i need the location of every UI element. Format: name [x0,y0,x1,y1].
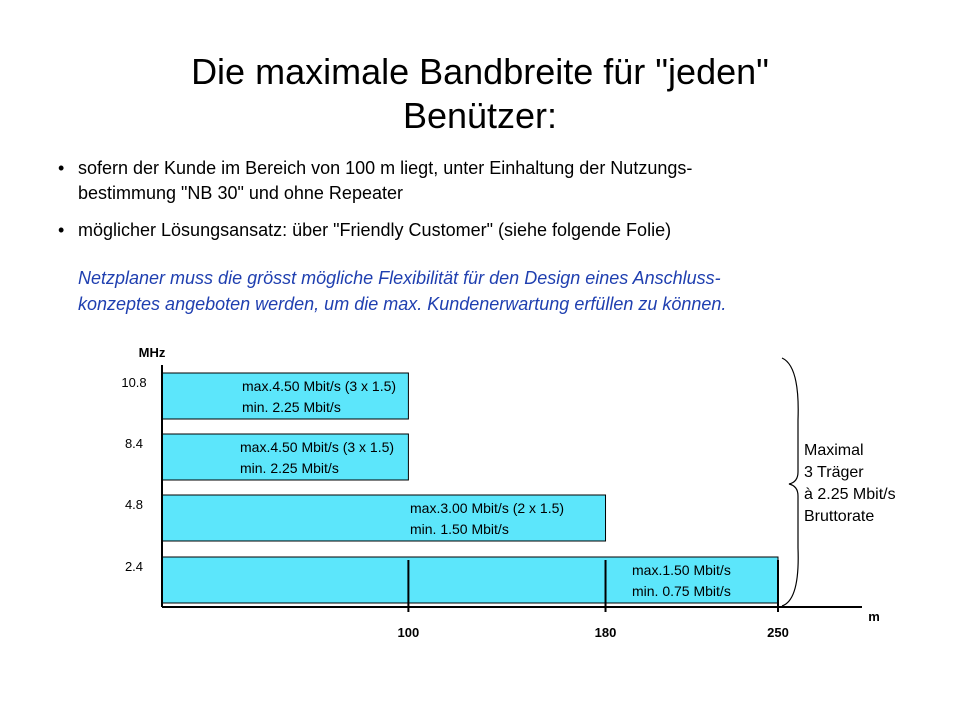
y-tick-label: 10.8 [121,375,146,390]
note-line-2: konzeptes angeboten werden, um die max. … [78,294,727,314]
x-axis-label: m [868,609,880,624]
y-axis-label: MHz [139,345,166,360]
bullet-1-line-1: sofern der Kunde im Bereich von 100 m li… [78,158,693,178]
bar-min-label: min. 1.50 Mbit/s [410,521,509,537]
bar-8-4 [161,433,409,481]
bar-min-label: min. 0.75 Mbit/s [632,583,731,599]
bullet-item-1: • sofern der Kunde im Bereich von 100 m … [58,156,938,206]
x-tick-label: 180 [595,625,617,640]
brace-icon [781,357,799,607]
title-line-2: Benützer: [402,95,558,136]
bar-max-label: max.4.50 Mbit/s (3 x 1.5) [242,378,396,394]
annotation-line-1: Maximal [804,442,864,459]
slide-title: Die maximale Bandbreite für "jeden" Benü… [0,50,960,138]
bar-min-label: min. 2.25 Mbit/s [240,460,339,476]
bar-max-label: max.3.00 Mbit/s (2 x 1.5) [410,500,564,516]
bar-2-4 [161,556,779,604]
y-tick-label: 4.8 [125,497,143,512]
bar-max-label: max.4.50 Mbit/s (3 x 1.5) [240,439,394,455]
bullet-2-line-1: möglicher Lösungsansatz: über "Friendly … [78,220,672,240]
bullet-item-2: • möglicher Lösungsansatz: über "Friendl… [58,218,938,243]
title-line-1: Die maximale Bandbreite für "jeden" [191,51,769,92]
note-line-1: Netzplaner muss die grösst mögliche Flex… [78,268,721,288]
bar-max-label: max.1.50 Mbit/s [632,562,731,578]
bullet-1-line-2: bestimmung "NB 30" und ohne Repeater [78,183,403,203]
annotation-line-3: à 2.25 Mbit/s [804,486,896,503]
y-tick-label: 2.4 [125,559,143,574]
planner-note: Netzplaner muss die grösst mögliche Flex… [78,265,938,317]
bullet-list: • sofern der Kunde im Bereich von 100 m … [58,156,938,255]
annotation-line-2: 3 Träger [804,464,864,481]
bullet-dot-icon: • [58,220,65,240]
bar-4-8 [161,494,607,542]
bar-min-label: min. 2.25 Mbit/s [242,399,341,415]
x-tick-label: 100 [398,625,420,640]
bullet-dot-icon: • [58,158,65,178]
x-tick-label: 250 [767,625,789,640]
y-tick-label: 8.4 [125,436,143,451]
annotation-line-4: Bruttorate [804,508,874,525]
